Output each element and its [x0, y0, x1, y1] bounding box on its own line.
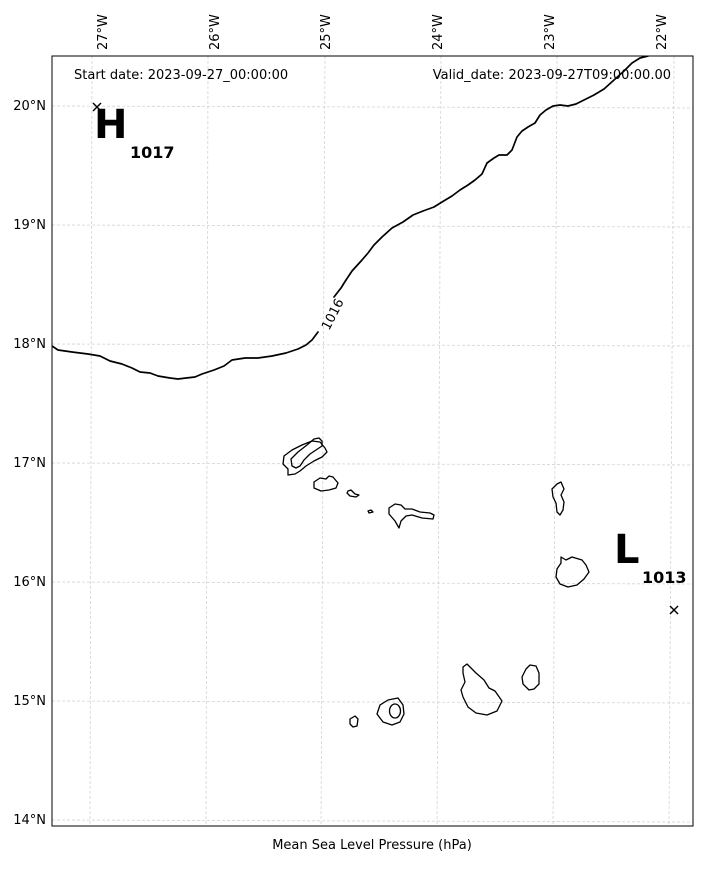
island-coastline	[460, 663, 503, 716]
island-coastline	[367, 509, 374, 514]
lat-tick-label: 19°N	[13, 218, 46, 233]
coastlines	[282, 437, 590, 728]
low-pressure-letter: L	[614, 527, 640, 573]
map-frame	[51, 55, 694, 827]
lon-tick-label: 23°W	[543, 14, 558, 50]
island-coastline	[555, 556, 590, 588]
parallel-line	[52, 224, 693, 228]
island-coastline	[376, 697, 405, 726]
lon-tick-label: 25°W	[319, 14, 334, 50]
parallel-line	[52, 700, 693, 704]
meridian-line	[320, 56, 326, 826]
island-coastline	[313, 475, 339, 492]
meridian-line	[552, 56, 558, 826]
parallel-line	[52, 343, 693, 347]
high-center-marker	[92, 102, 102, 112]
lat-tick-label: 15°N	[13, 694, 46, 709]
lon-tick-label: 24°W	[431, 14, 446, 50]
island-contour	[388, 703, 402, 719]
map-caption: Mean Sea Level Pressure (hPa)	[272, 838, 472, 853]
latitude-axis: 20°N 19°N 18°N 17°N 16°N 15°N 14°N	[13, 99, 46, 828]
lat-tick-label: 20°N	[13, 99, 46, 114]
parallel-line	[52, 581, 693, 585]
lon-tick-label: 22°W	[655, 14, 670, 50]
meridian-line	[436, 56, 442, 826]
high-pressure-center: H 1017	[92, 102, 175, 162]
parallel-line	[52, 819, 693, 823]
start-date-label: Start date: 2023-09-27_00:00:00	[74, 68, 288, 83]
meridian-line	[89, 56, 93, 826]
map-panel: 1016 H 1017 L 1013 Start date:	[51, 55, 694, 827]
parallel-line	[52, 462, 693, 466]
low-pressure-value: 1013	[642, 568, 687, 587]
lat-tick-label: 18°N	[13, 337, 46, 352]
high-pressure-letter: H	[94, 102, 127, 148]
longitude-axis: 27°W 26°W 25°W 24°W 23°W 22°W	[96, 14, 670, 50]
island-coastline	[346, 489, 360, 498]
low-center-marker	[669, 605, 679, 615]
low-pressure-center: L 1013	[614, 527, 687, 615]
island-contour	[290, 437, 323, 469]
island-coastline	[388, 503, 435, 529]
high-pressure-value: 1017	[130, 143, 175, 162]
lat-tick-label: 14°N	[13, 813, 46, 828]
isobar-line	[52, 56, 649, 380]
valid-date-label: Valid_date: 2023-09-27T09:00:00.00	[433, 68, 671, 83]
island-coastline	[282, 440, 328, 476]
parallel-line	[52, 105, 693, 109]
island-coastline	[551, 481, 565, 516]
lat-tick-label: 16°N	[13, 575, 46, 590]
lon-tick-label: 26°W	[208, 14, 223, 50]
meridian-line	[205, 56, 209, 826]
meridian-line	[668, 56, 675, 826]
lat-tick-label: 17°N	[13, 456, 46, 471]
lon-tick-label: 27°W	[96, 14, 111, 50]
graticule	[52, 56, 693, 826]
island-coastline	[521, 664, 540, 691]
island-coastline	[349, 715, 359, 728]
